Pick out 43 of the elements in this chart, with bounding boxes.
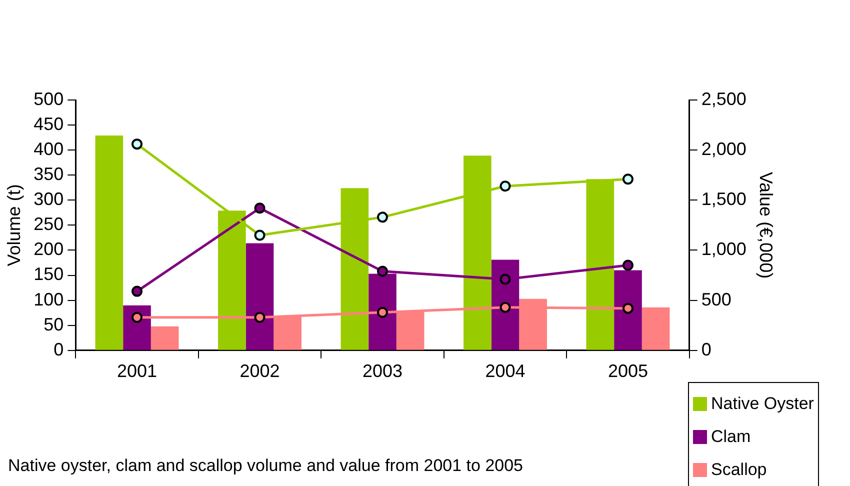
y-tick-label: 300 [34, 189, 64, 210]
y2-tick-label: 2,500 [701, 88, 746, 109]
y2-tick-label: 0 [701, 339, 712, 360]
bar [95, 136, 124, 350]
y-tick-label: 450 [34, 114, 64, 134]
x-tick-label: 2002 [240, 361, 280, 382]
y-tick-label: 400 [34, 139, 64, 160]
y-tick-label: 350 [34, 164, 64, 184]
y-tick-label: 50 [44, 314, 64, 334]
y-axis-title: Volume (t) [4, 184, 24, 266]
x-tick-label: 2003 [362, 361, 403, 382]
point [376, 266, 388, 277]
bar [123, 305, 151, 350]
y2-tick-label: 500 [701, 289, 732, 310]
point [254, 202, 266, 214]
legend-label: Scallop [711, 460, 767, 480]
bar [150, 326, 179, 350]
bar [642, 307, 670, 350]
y-tick-label: 200 [34, 239, 64, 260]
y-tick-label: 500 [34, 88, 64, 109]
x-tick-label: 2001 [116, 361, 158, 382]
point [500, 274, 511, 285]
y-tick-label: 0 [54, 339, 64, 360]
bar [246, 243, 274, 350]
legend-label: Clam [711, 426, 751, 446]
point [132, 312, 143, 323]
x-tick-label: 2004 [485, 361, 526, 382]
point [132, 286, 143, 297]
point [376, 306, 388, 318]
legend-label: Native Oyster [711, 394, 814, 414]
point [622, 302, 634, 314]
point [500, 302, 511, 313]
y-tick-label: 250 [34, 214, 64, 234]
y2-axis-title: Value (€,000) [756, 172, 776, 279]
y-tick-label: 150 [34, 264, 64, 284]
y2-tick-label: 1,000 [701, 239, 746, 260]
point [622, 260, 634, 271]
y2-tick-label: 1,500 [701, 189, 746, 210]
y2-tick-label: 2,000 [701, 139, 746, 160]
x-tick-label: 2005 [608, 361, 648, 382]
y-tick-label: 100 [34, 289, 64, 310]
text: Native oyster, clam and scallop volume and value from 2001 to 2005 [8, 456, 524, 476]
point [254, 312, 266, 323]
